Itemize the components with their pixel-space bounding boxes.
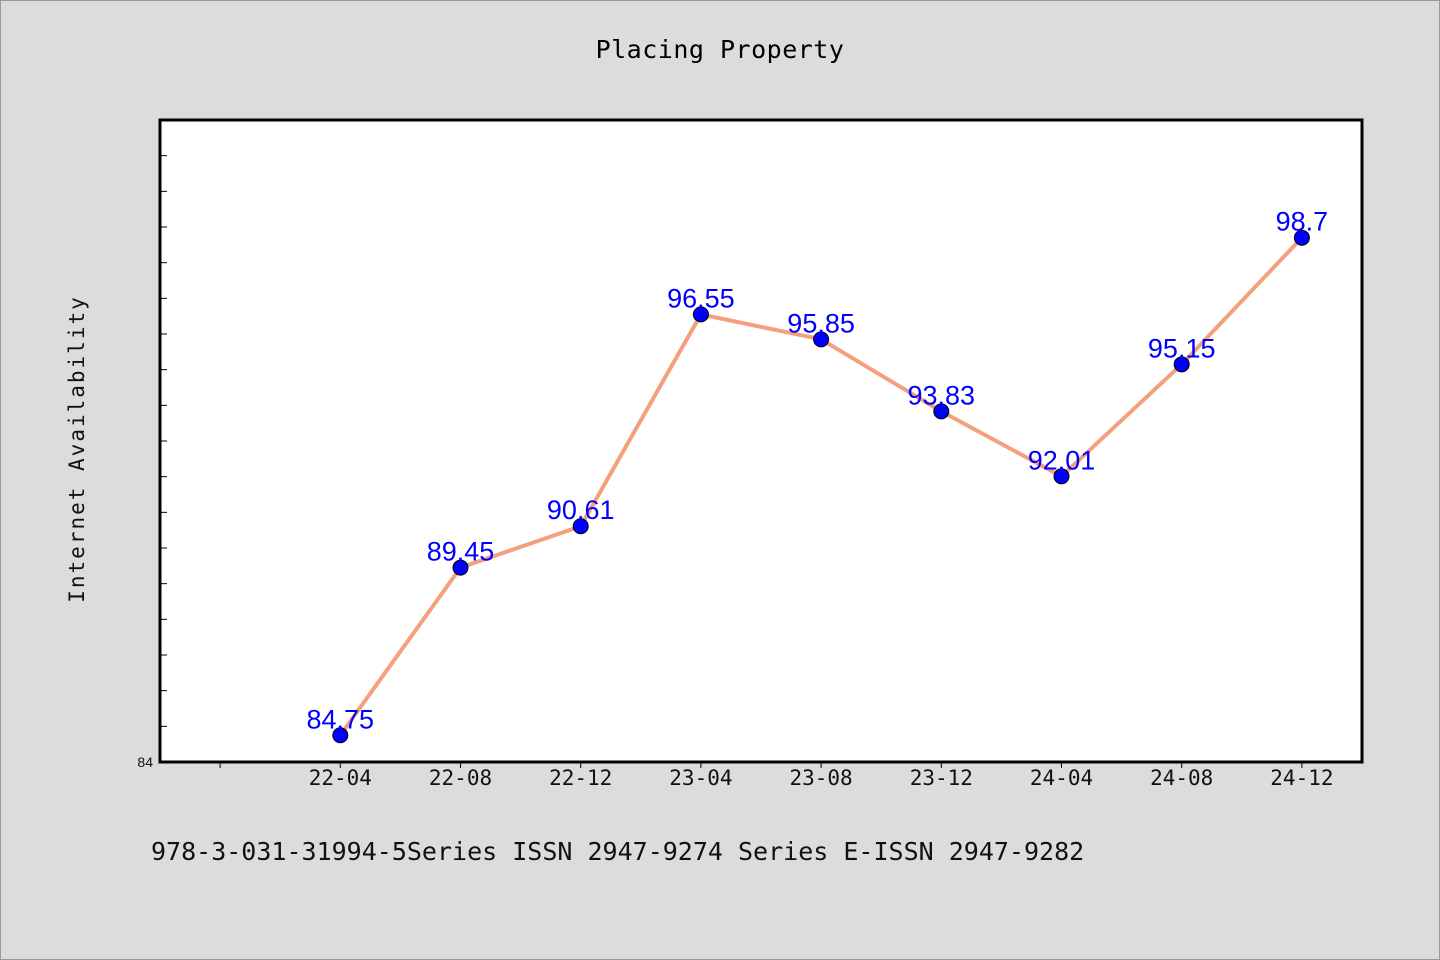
data-label: 98.7 [1276, 207, 1329, 237]
data-label: 89.45 [427, 537, 495, 567]
x-tick-label: 24-12 [1270, 766, 1333, 790]
plot-area [158, 118, 1364, 764]
x-tick-label: 23-08 [789, 766, 852, 790]
data-point [933, 403, 950, 420]
data-point [572, 518, 589, 535]
data-point [452, 559, 469, 576]
footer-note: 978-3-031-31994-5Series ISSN 2947-9274 S… [151, 837, 1085, 866]
chart-title: Placing Property [595, 35, 845, 64]
data-label: 96.55 [667, 283, 735, 313]
data-label: 95.85 [787, 308, 855, 338]
data-label: 84.75 [307, 704, 375, 734]
x-tick-label: 24-08 [1150, 766, 1213, 790]
x-tick-label: 23-04 [669, 766, 732, 790]
data-label: 93.83 [908, 380, 976, 410]
data-label: 92.01 [1028, 445, 1096, 475]
data-label: 90.61 [547, 495, 615, 525]
data-point [813, 331, 830, 348]
x-tick-label: 22-08 [429, 766, 492, 790]
x-tick-label: 22-04 [309, 766, 372, 790]
data-point [1053, 468, 1070, 485]
x-tick-label: 23-12 [910, 766, 973, 790]
y-tick-label: 84 [137, 754, 153, 770]
data-label: 95.15 [1148, 333, 1216, 363]
data-point [332, 727, 349, 744]
data-point [692, 306, 709, 323]
x-tick-label: 24-04 [1030, 766, 1093, 790]
data-point [1173, 356, 1190, 373]
data-point [1293, 229, 1310, 246]
x-tick-label: 22-12 [549, 766, 612, 790]
